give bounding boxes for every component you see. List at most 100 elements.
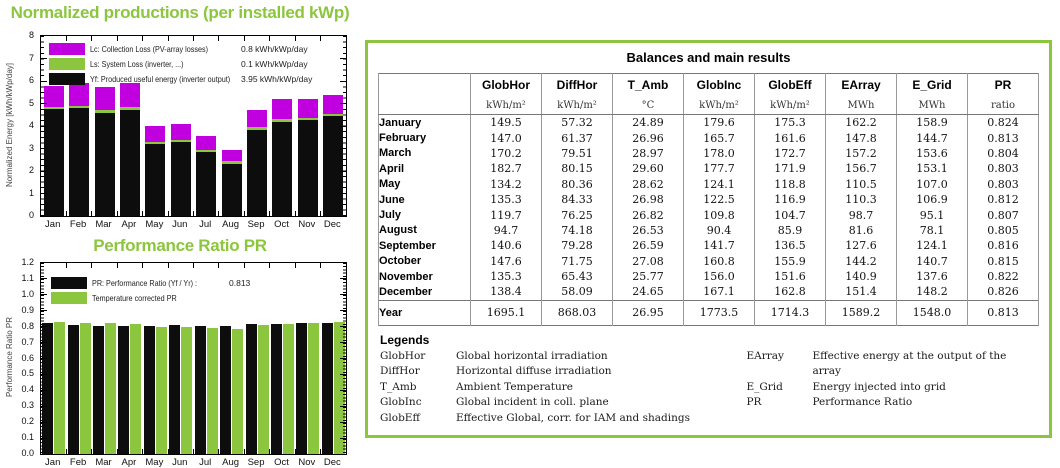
- legend-term: PR: [746, 396, 762, 409]
- table-cell: 868.03: [541, 299, 613, 326]
- table-cell: 135.3: [470, 191, 542, 208]
- column-unit: MWh: [896, 96, 968, 115]
- table-cell: 137.6: [896, 268, 968, 285]
- table-cell: May: [378, 176, 471, 192]
- legend-item-diffhor: DiffHor Horizontal diffuse irradiation: [380, 364, 746, 380]
- table-cell: 85.9: [754, 222, 826, 239]
- legend-term: T_Amb: [380, 380, 417, 393]
- x-tick: [294, 36, 296, 41]
- table-cell: 1589.2: [825, 299, 897, 326]
- y-tick: [340, 278, 346, 280]
- x-axis-label-dec: Dec: [323, 219, 341, 230]
- x-tick: [142, 36, 144, 41]
- y-tick: [340, 326, 346, 328]
- table-cell: 147.8: [825, 130, 897, 146]
- table-cell: 58.09: [541, 284, 613, 301]
- bar-segment-aug: [221, 163, 242, 216]
- table-cell: 25.77: [612, 268, 684, 285]
- table-cell: 140.7: [896, 253, 968, 269]
- x-axis-label-jan: Jan: [45, 457, 61, 468]
- bar-segment-oct: [272, 121, 293, 216]
- table-cell: 0.807: [967, 207, 1039, 223]
- table-cell: 29.60: [612, 161, 684, 177]
- bar-segment-jul: [196, 152, 217, 216]
- y-axis-label: 5: [28, 97, 34, 108]
- table-cell: 116.9: [754, 191, 826, 208]
- table-cell: 1695.1: [470, 299, 542, 326]
- x-tick: [320, 36, 322, 41]
- x-tick: [167, 211, 169, 216]
- bar-segment-jan: [43, 85, 64, 107]
- legend-label-pr_tc: Temperature corrected PR: [92, 292, 177, 303]
- x-axis-label-aug: Aug: [222, 219, 240, 230]
- x-tick: [294, 449, 296, 454]
- bar-segment-aug: [221, 150, 242, 162]
- table-cell: July: [378, 207, 471, 223]
- table-cell: 122.5: [683, 191, 755, 208]
- y-tick: [41, 437, 47, 439]
- y-axis-label: 1: [28, 187, 34, 198]
- balances-panel: Balances and main results GlobHor DiffHor…: [365, 40, 1052, 438]
- bar-segment-apr: [119, 107, 140, 110]
- table-cell: 179.6: [683, 114, 755, 131]
- bar-segment-jan: [43, 106, 64, 110]
- legend-value-yf: 3.95 kWh/kWp/day: [241, 73, 313, 84]
- bar-pr-nov: [296, 323, 308, 454]
- bar-pr-corrected-apr: [130, 323, 142, 454]
- x-tick: [320, 449, 322, 454]
- x-tick: [243, 36, 245, 41]
- table-row-april: April 182.7 80.15 29.60 177.7 171.9 156.7 153.1…: [378, 161, 1039, 177]
- table-cell: 98.7: [825, 207, 897, 223]
- x-axis-label-jul: Jul: [199, 457, 212, 468]
- x-tick: [243, 211, 245, 216]
- table-cell: 80.36: [541, 176, 613, 192]
- y-tick: [41, 103, 47, 104]
- legends-section: Legends GlobHor Global horizontal irradia…: [380, 333, 1037, 427]
- table-cell: 170.2: [470, 145, 542, 162]
- bar-segment-apr: [119, 109, 140, 216]
- table-cell: December: [378, 284, 471, 301]
- x-tick: [320, 211, 322, 216]
- table-cell: 26.82: [612, 207, 684, 223]
- table-cell: January: [378, 114, 471, 131]
- table-cell: 0.816: [967, 238, 1039, 254]
- y-axis-label: 0.2: [21, 416, 34, 427]
- table-cell: 109.8: [683, 207, 755, 223]
- column-unit: kWh/m²: [683, 96, 755, 115]
- bar-pr-corrected-jul: [206, 328, 218, 454]
- table-cell: 144.7: [896, 130, 968, 146]
- bar-segment-jun: [170, 141, 191, 216]
- x-tick: [294, 211, 296, 216]
- x-axis-label-dec: Dec: [323, 457, 341, 468]
- bar-segment-jun: [170, 124, 191, 140]
- legends-title: Legends: [380, 332, 430, 347]
- table-cell: 81.6: [825, 222, 897, 239]
- table-cell: 107.0: [896, 176, 968, 192]
- bar-segment-jul: [196, 136, 217, 150]
- table-cell: 162.2: [825, 114, 897, 131]
- bar-pr-corrected-nov: [308, 322, 320, 454]
- bar-pr-apr: [118, 326, 130, 454]
- table-cell: 134.2: [470, 176, 542, 192]
- legend-swatch-yf: [49, 72, 85, 85]
- x-tick: [269, 36, 271, 41]
- legends-right-column: EArray Effective energy at the output of …: [746, 349, 1037, 427]
- table-cell: 71.75: [541, 253, 613, 269]
- table-cell: 157.2: [825, 145, 897, 162]
- bar-pr-corrected-may: [155, 326, 167, 454]
- x-axis-label-jul: Jul: [199, 219, 212, 230]
- column-header-diffhor: DiffHor: [541, 73, 613, 96]
- y-tick: [41, 310, 47, 312]
- legend-item-e_grid: E_Grid Energy injected into grid: [746, 380, 1037, 396]
- x-tick: [167, 36, 169, 41]
- y-tick: [41, 421, 47, 423]
- y-tick: [41, 80, 47, 82]
- y-axis-label: 0.9: [21, 304, 34, 315]
- table-cell: 0.813: [967, 130, 1039, 146]
- table-cell: 172.7: [754, 145, 826, 162]
- bar-segment-may: [145, 126, 166, 142]
- bar-pr-oct: [270, 324, 282, 454]
- table-cell: 0.826: [967, 284, 1039, 301]
- y-tick: [340, 103, 346, 104]
- legend-value-ls: 0.1 kWh/kWp/day: [241, 58, 308, 69]
